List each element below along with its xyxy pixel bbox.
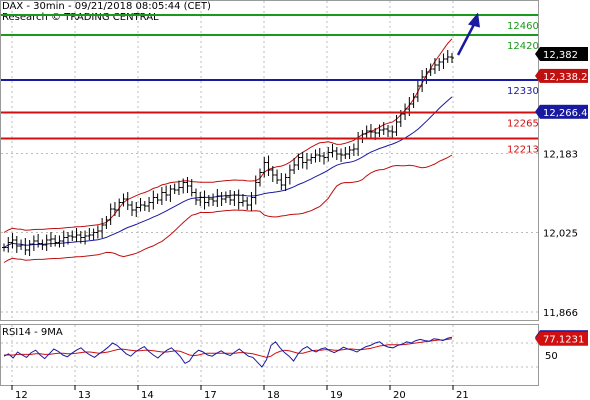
x-tick-label: 17 xyxy=(204,390,217,400)
rsi-panel-title: RSI14 - 9MA xyxy=(2,327,63,338)
level-label-12330: 12330 xyxy=(507,86,539,97)
x-tick-label: 21 xyxy=(456,390,469,400)
forecast-arrow xyxy=(456,12,480,56)
moving-average-line xyxy=(3,96,453,248)
level-label-12420: 12420 xyxy=(507,41,539,52)
x-tick-label: 12 xyxy=(15,390,28,400)
price-panel-frame xyxy=(0,0,539,321)
x-tick-label: 13 xyxy=(78,390,91,400)
last-price-tag-label: 12,382 xyxy=(543,50,578,61)
level-label-12213: 12213 xyxy=(507,145,539,156)
indicator-tag-1-box xyxy=(540,104,588,119)
chart-header-source: Research © TRADING CENTRAL xyxy=(2,12,159,23)
rsi-panel-frame xyxy=(0,324,539,386)
rsi-ma-tag-box xyxy=(540,331,588,346)
x-tick-label: 20 xyxy=(393,390,406,400)
x-tick-label: 14 xyxy=(141,390,154,400)
x-tick-label: 18 xyxy=(267,390,280,400)
arrow-shaft xyxy=(456,21,477,56)
indicator-tag-1-pointer xyxy=(535,104,540,119)
last-price-tag-box xyxy=(540,47,588,61)
indicator-tag-0-box xyxy=(540,68,588,83)
y-tick-label: 11,866 xyxy=(543,308,578,319)
x-axis: 12 13 14 17 18 19 20 21 xyxy=(11,385,469,400)
rsi-line xyxy=(3,336,453,368)
moving-average xyxy=(3,96,453,248)
indicator-tag-0-label: 12,338.2 xyxy=(543,72,588,83)
y-tick-label: 12,025 xyxy=(543,229,578,240)
rsi-ma-tag-label: 77.1231 xyxy=(543,335,584,346)
indicator-tag-0-pointer xyxy=(535,68,540,83)
price-bars xyxy=(2,50,454,256)
rsi-lines: 5079.65577.1231 xyxy=(1,330,588,368)
level-label-12265: 12265 xyxy=(507,119,539,130)
price-axis-tags: 12,382 12,338.2 12,266.4 xyxy=(535,47,588,119)
x-tick-label: 19 xyxy=(330,390,343,400)
rsi-tick-label: 50 xyxy=(545,351,558,362)
key-levels: 12460 12420 12330 12265 12213 xyxy=(1,14,539,156)
bollinger-lower-line xyxy=(3,154,453,263)
arrow-head xyxy=(468,12,480,28)
bollinger-bands xyxy=(3,38,453,263)
grid: 12,183 12,025 11,866 xyxy=(1,1,578,385)
y-tick-label: 12,183 xyxy=(543,150,578,161)
rsi-ma-tag-pointer xyxy=(535,331,540,346)
bollinger-upper-line xyxy=(3,38,453,233)
chart-header-title: DAX - 30min - 09/21/2018 08:05:44 (CET) xyxy=(2,1,211,12)
indicator-tag-1-label: 12,266.4 xyxy=(543,108,588,119)
last-price-tag-pointer xyxy=(535,47,540,61)
rsi-ma-line xyxy=(4,338,453,358)
level-label-12460: 12460 xyxy=(507,21,539,32)
